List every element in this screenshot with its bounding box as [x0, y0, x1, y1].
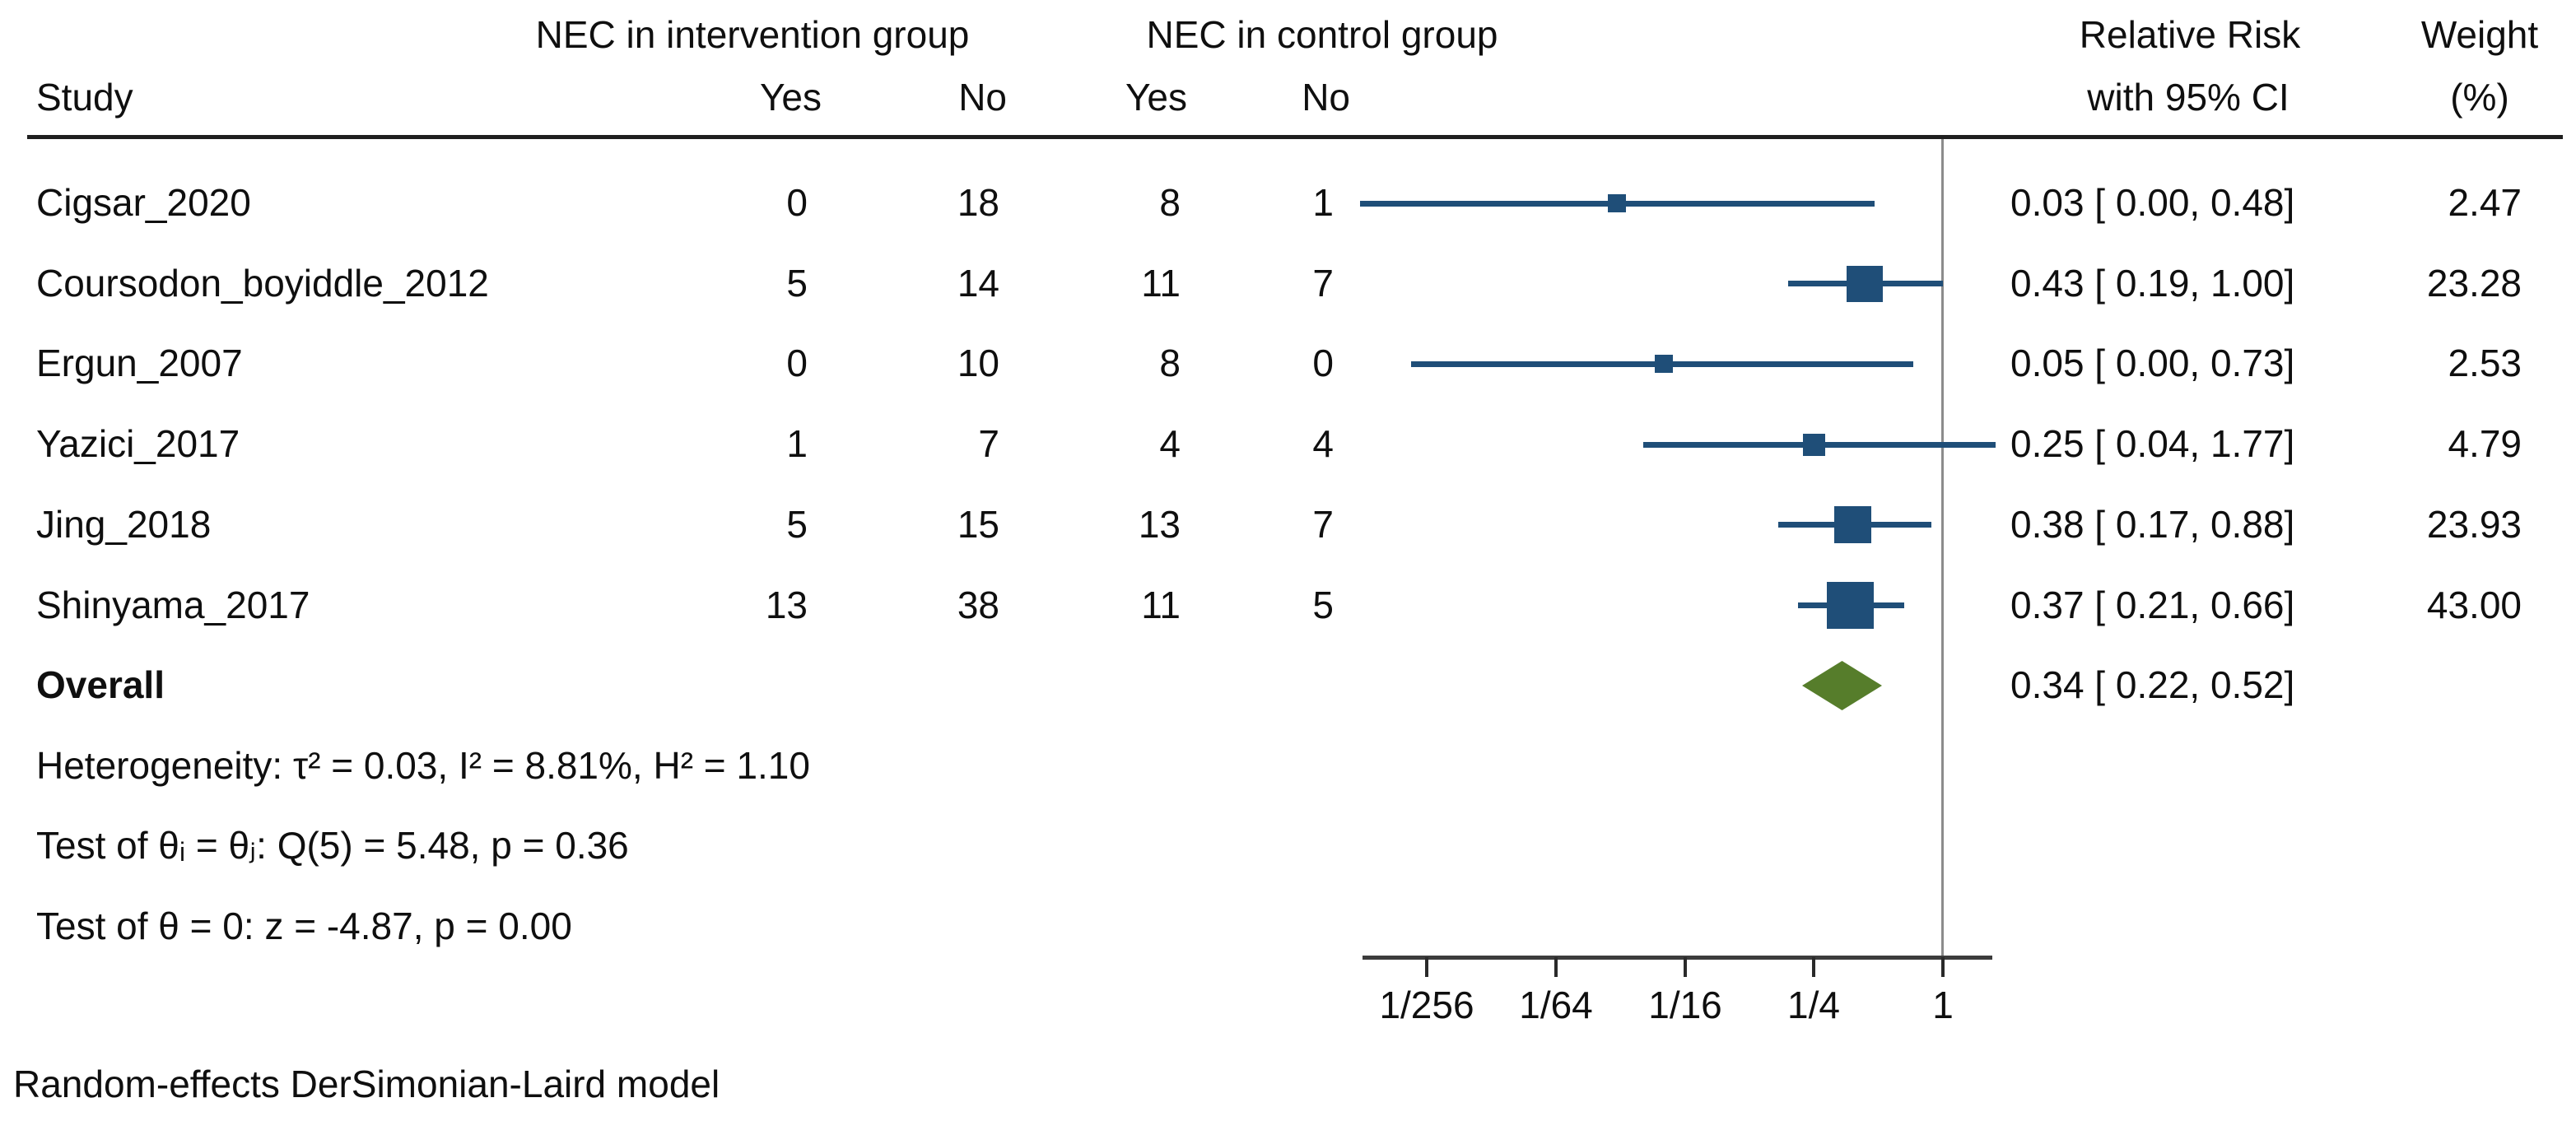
count-intervention-yes: 13	[765, 583, 808, 626]
count-control-yes: 11	[1141, 583, 1181, 626]
overall-ci-text: 0.34 [ 0.22, 0.52]	[2010, 663, 2295, 707]
weight-header-line2: (%)	[2450, 76, 2509, 119]
count-control-yes: 4	[1159, 422, 1181, 466]
rr-ci-text: 0.43 [ 0.19, 1.00]	[2010, 261, 2295, 305]
count-intervention-yes: 0	[786, 342, 808, 385]
count-control-no: 4	[1312, 422, 1334, 466]
count-intervention-yes: 0	[786, 181, 808, 225]
count-control-yes: 13	[1138, 502, 1181, 546]
count-intervention-no: 15	[957, 502, 999, 546]
axis-tick-label: 1	[1932, 984, 1954, 1027]
axis-tick-label: 1/256	[1379, 984, 1474, 1027]
count-intervention-yes: 1	[786, 422, 808, 466]
study-name: Ergun_2007	[36, 342, 243, 385]
effect-marker	[1847, 266, 1883, 302]
count-control-no: 7	[1312, 261, 1334, 305]
effect-marker	[1827, 582, 1874, 629]
reference-line	[1941, 139, 1944, 957]
axis-tick-label: 1/4	[1787, 984, 1840, 1027]
axis-tick	[1425, 957, 1428, 977]
count-intervention-no: 7	[978, 422, 999, 466]
study-name: Shinyama_2017	[36, 583, 310, 626]
rr-ci-text: 0.37 [ 0.21, 0.66]	[2010, 583, 2295, 626]
control-yes-header: Yes	[1125, 76, 1187, 119]
rr-ci-text: 0.03 [ 0.00, 0.48]	[2010, 181, 2295, 225]
axis-tick	[1812, 957, 1815, 977]
effect-marker	[1655, 355, 1673, 373]
axis-tick	[1684, 957, 1687, 977]
weight-value: 2.53	[2448, 342, 2522, 385]
count-intervention-no: 14	[957, 261, 999, 305]
heterogeneity-stats: Heterogeneity: τ² = 0.03, I² = 8.81%, H²…	[36, 744, 810, 788]
count-control-no: 5	[1312, 583, 1334, 626]
effect-marker	[1834, 506, 1871, 543]
count-intervention-no: 38	[957, 583, 999, 626]
axis-tick-label: 1/16	[1648, 984, 1722, 1027]
count-control-yes: 11	[1141, 261, 1181, 305]
overall-diamond	[1802, 661, 1882, 710]
study-name: Cigsar_2020	[36, 181, 251, 225]
study-column-header: Study	[36, 76, 133, 119]
count-intervention-no: 10	[957, 342, 999, 385]
count-control-no: 1	[1312, 181, 1334, 225]
count-intervention-yes: 5	[786, 502, 808, 546]
effect-marker	[1608, 194, 1626, 212]
weight-value: 43.00	[2426, 583, 2522, 626]
header-rule	[27, 135, 2563, 139]
axis-tick	[1941, 957, 1945, 977]
homogeneity-test-stats: Test of θᵢ = θⱼ: Q(5) = 5.48, p = 0.36	[36, 824, 629, 867]
axis-tick	[1554, 957, 1558, 977]
count-intervention-no: 18	[957, 181, 999, 225]
weight-value: 23.93	[2426, 502, 2522, 546]
count-control-no: 0	[1312, 342, 1334, 385]
axis-tick-label: 1/64	[1519, 984, 1593, 1027]
study-name: Yazici_2017	[36, 422, 240, 466]
intervention-yes-header: Yes	[759, 76, 822, 119]
model-note: Random-effects DerSimonian-Laird model	[13, 1063, 720, 1106]
weight-value: 2.47	[2448, 181, 2522, 225]
weight-value: 4.79	[2448, 422, 2522, 466]
count-control-yes: 8	[1159, 181, 1181, 225]
x-axis-line	[1363, 956, 1992, 960]
weight-value: 23.28	[2426, 261, 2522, 305]
weight-header-line1: Weight	[2420, 13, 2539, 57]
count-intervention-yes: 5	[786, 261, 808, 305]
effect-marker	[1803, 434, 1825, 456]
rr-ci-text: 0.38 [ 0.17, 0.88]	[2010, 502, 2295, 546]
rr-ci-text: 0.05 [ 0.00, 0.73]	[2010, 342, 2295, 385]
intervention-group-header: NEC in intervention group	[535, 13, 970, 57]
effect-header-line2: with 95% CI	[2087, 76, 2290, 119]
count-control-no: 7	[1312, 502, 1334, 546]
effect-header-line1: Relative Risk	[2079, 13, 2301, 57]
study-name: Jing_2018	[36, 502, 212, 546]
intervention-no-header: No	[958, 76, 1007, 119]
overall-label: Overall	[36, 663, 165, 707]
control-group-header: NEC in control group	[1146, 13, 1498, 57]
count-control-yes: 8	[1159, 342, 1181, 385]
effect-test-stats: Test of θ = 0: z = -4.87, p = 0.00	[36, 905, 572, 948]
control-no-header: No	[1302, 76, 1350, 119]
rr-ci-text: 0.25 [ 0.04, 1.77]	[2010, 422, 2295, 466]
study-name: Coursodon_boyiddle_2012	[36, 261, 489, 305]
